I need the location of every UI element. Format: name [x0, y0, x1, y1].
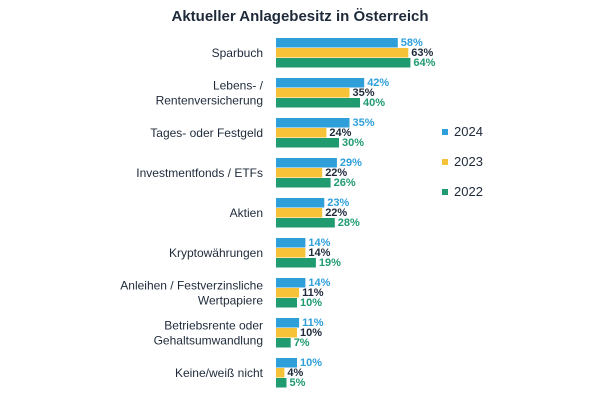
bar-2022 — [276, 258, 316, 268]
bar-2022 — [276, 298, 297, 308]
bar-2024 — [276, 158, 337, 168]
legend-swatch-2023 — [442, 159, 448, 165]
legend-label-2022: 2022 — [454, 184, 483, 199]
value-label-2022: 19% — [319, 257, 341, 269]
value-label-2022: 30% — [342, 137, 364, 149]
category-label: Aktien — [230, 206, 263, 220]
legend-label-2023: 2023 — [454, 154, 483, 169]
value-label-2024: 10% — [300, 357, 322, 369]
value-label-2024: 23% — [327, 197, 349, 209]
value-label-2023: 63% — [411, 47, 433, 59]
value-label-2024: 14% — [308, 237, 330, 249]
category-label: Wertpapiere — [198, 293, 263, 307]
legend-label-2024: 2024 — [454, 124, 483, 139]
value-label-2023: 35% — [353, 87, 375, 99]
bar-2023 — [276, 48, 409, 58]
bar-2024 — [276, 318, 300, 328]
value-label-2023: 4% — [287, 367, 303, 379]
bar-2022 — [276, 378, 287, 388]
bar-2023 — [276, 368, 285, 378]
value-label-2023: 10% — [300, 327, 322, 339]
value-label-2023: 11% — [302, 287, 324, 299]
category-label: Sparbuch — [212, 46, 263, 60]
value-label-2022: 7% — [294, 337, 310, 349]
value-label-2023: 22% — [325, 207, 347, 219]
value-label-2022: 64% — [413, 57, 435, 69]
value-label-2024: 58% — [401, 37, 423, 49]
value-label-2022: 26% — [334, 177, 356, 189]
bar-2023 — [276, 288, 300, 298]
value-label-2024: 11% — [302, 317, 324, 329]
bar-2023 — [276, 128, 327, 138]
bar-2022 — [276, 338, 291, 348]
legend-swatch-2022 — [442, 189, 448, 195]
value-label-2022: 40% — [363, 97, 385, 109]
value-label-2024: 14% — [308, 277, 330, 289]
bar-2024 — [276, 38, 398, 48]
bar-2023 — [276, 248, 306, 258]
value-label-2024: 35% — [353, 117, 375, 129]
value-label-2022: 5% — [290, 377, 306, 389]
bar-2022 — [276, 98, 360, 108]
chart-title: Aktueller Anlagebesitz in Österreich — [171, 8, 429, 25]
bar-2022 — [276, 58, 411, 68]
category-label: Kryptowährungen — [169, 246, 263, 260]
value-label-2022: 10% — [300, 297, 322, 309]
value-label-2023: 14% — [308, 247, 330, 259]
value-label-2023: 24% — [329, 127, 351, 139]
bar-2023 — [276, 88, 350, 98]
category-label: Anleihen / Festverzinsliche — [120, 278, 263, 292]
category-label: Keine/weiß nicht — [175, 366, 264, 380]
bar-2024 — [276, 118, 350, 128]
category-label: Investmentfonds / ETFs — [136, 166, 263, 180]
bar-2024 — [276, 358, 297, 368]
bar-2023 — [276, 208, 323, 218]
category-label: Lebens- / — [213, 78, 264, 92]
bar-2024 — [276, 238, 306, 248]
bar-2022 — [276, 138, 339, 148]
legend-swatch-2024 — [442, 129, 448, 135]
value-label-2023: 22% — [325, 167, 347, 179]
category-label: Rentenversicherung — [156, 93, 263, 107]
value-label-2024: 29% — [340, 157, 362, 169]
category-label: Tages- oder Festgeld — [150, 126, 263, 140]
bar-2022 — [276, 178, 331, 188]
category-label: Gehaltsumwandlung — [154, 333, 263, 347]
bar-2024 — [276, 198, 325, 208]
bar-2024 — [276, 278, 306, 288]
value-label-2024: 42% — [367, 77, 389, 89]
bar-2024 — [276, 78, 365, 88]
bar-2022 — [276, 218, 335, 228]
bar-2023 — [276, 168, 323, 178]
category-label: Betriebsrente oder — [164, 318, 263, 332]
bar-2023 — [276, 328, 297, 338]
value-label-2022: 28% — [338, 217, 360, 229]
